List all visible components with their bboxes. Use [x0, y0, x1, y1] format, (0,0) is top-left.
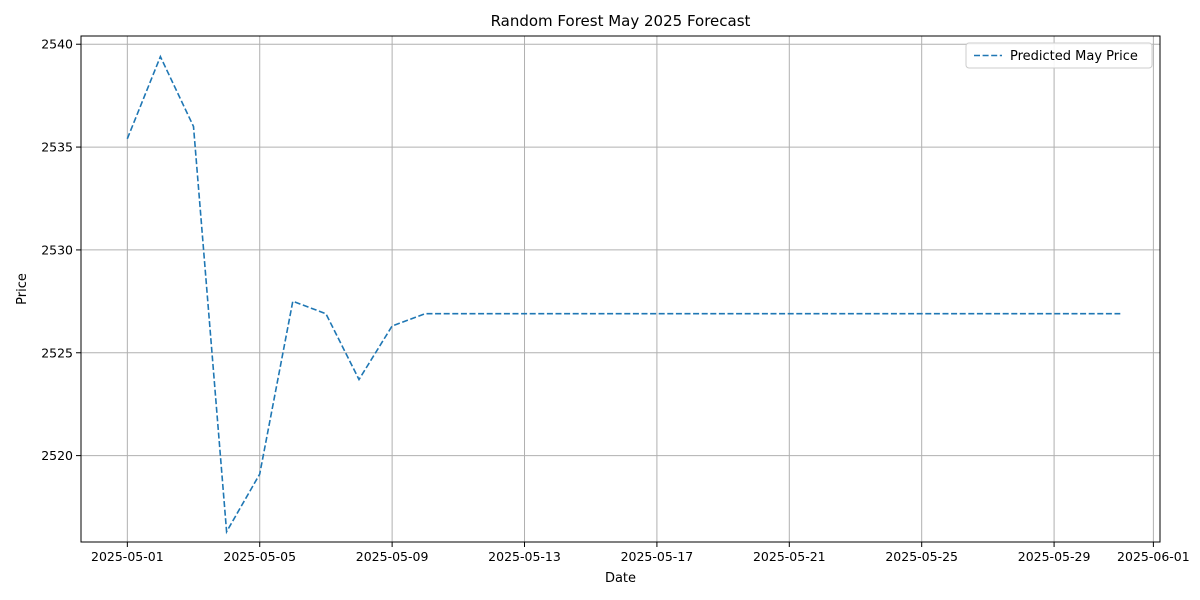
legend-label: Predicted May Price	[1010, 49, 1138, 64]
y-tick-label: 2540	[41, 37, 73, 52]
y-tick-label: 2530	[41, 242, 73, 257]
legend: Predicted May Price	[965, 42, 1153, 69]
x-tick-label: 2025-05-13	[488, 549, 561, 564]
y-axis-ticks: 2520 2525 2530 2535 2540	[41, 37, 81, 463]
y-tick-label: 2520	[41, 448, 73, 463]
x-tick-label: 2025-05-29	[1018, 549, 1091, 564]
x-axis-label: Date	[605, 571, 636, 586]
x-tick-label: 2025-05-25	[885, 549, 958, 564]
x-tick-label: 2025-06-01	[1117, 549, 1190, 564]
y-axis-label: Price	[15, 273, 30, 305]
series-line	[126, 54, 1121, 535]
legend-box	[965, 42, 1153, 69]
plot-area-frame	[80, 35, 1161, 543]
x-axis-ticks: 2025-05-01 2025-05-05 2025-05-09 2025-05-13…	[91, 542, 1190, 564]
chart-title: Random Forest May 2025 Forecast	[491, 12, 751, 30]
x-tick-label: 2025-05-01	[91, 549, 164, 564]
y-tick-label: 2535	[41, 140, 73, 155]
x-tick-label: 2025-05-09	[356, 549, 429, 564]
x-tick-label: 2025-05-05	[223, 549, 296, 564]
series-layer	[126, 54, 1121, 535]
x-tick-label: 2025-05-17	[621, 549, 694, 564]
y-tick-label: 2525	[41, 345, 73, 360]
x-tick-label: 2025-05-21	[753, 549, 826, 564]
grid-lines	[81, 36, 1160, 542]
